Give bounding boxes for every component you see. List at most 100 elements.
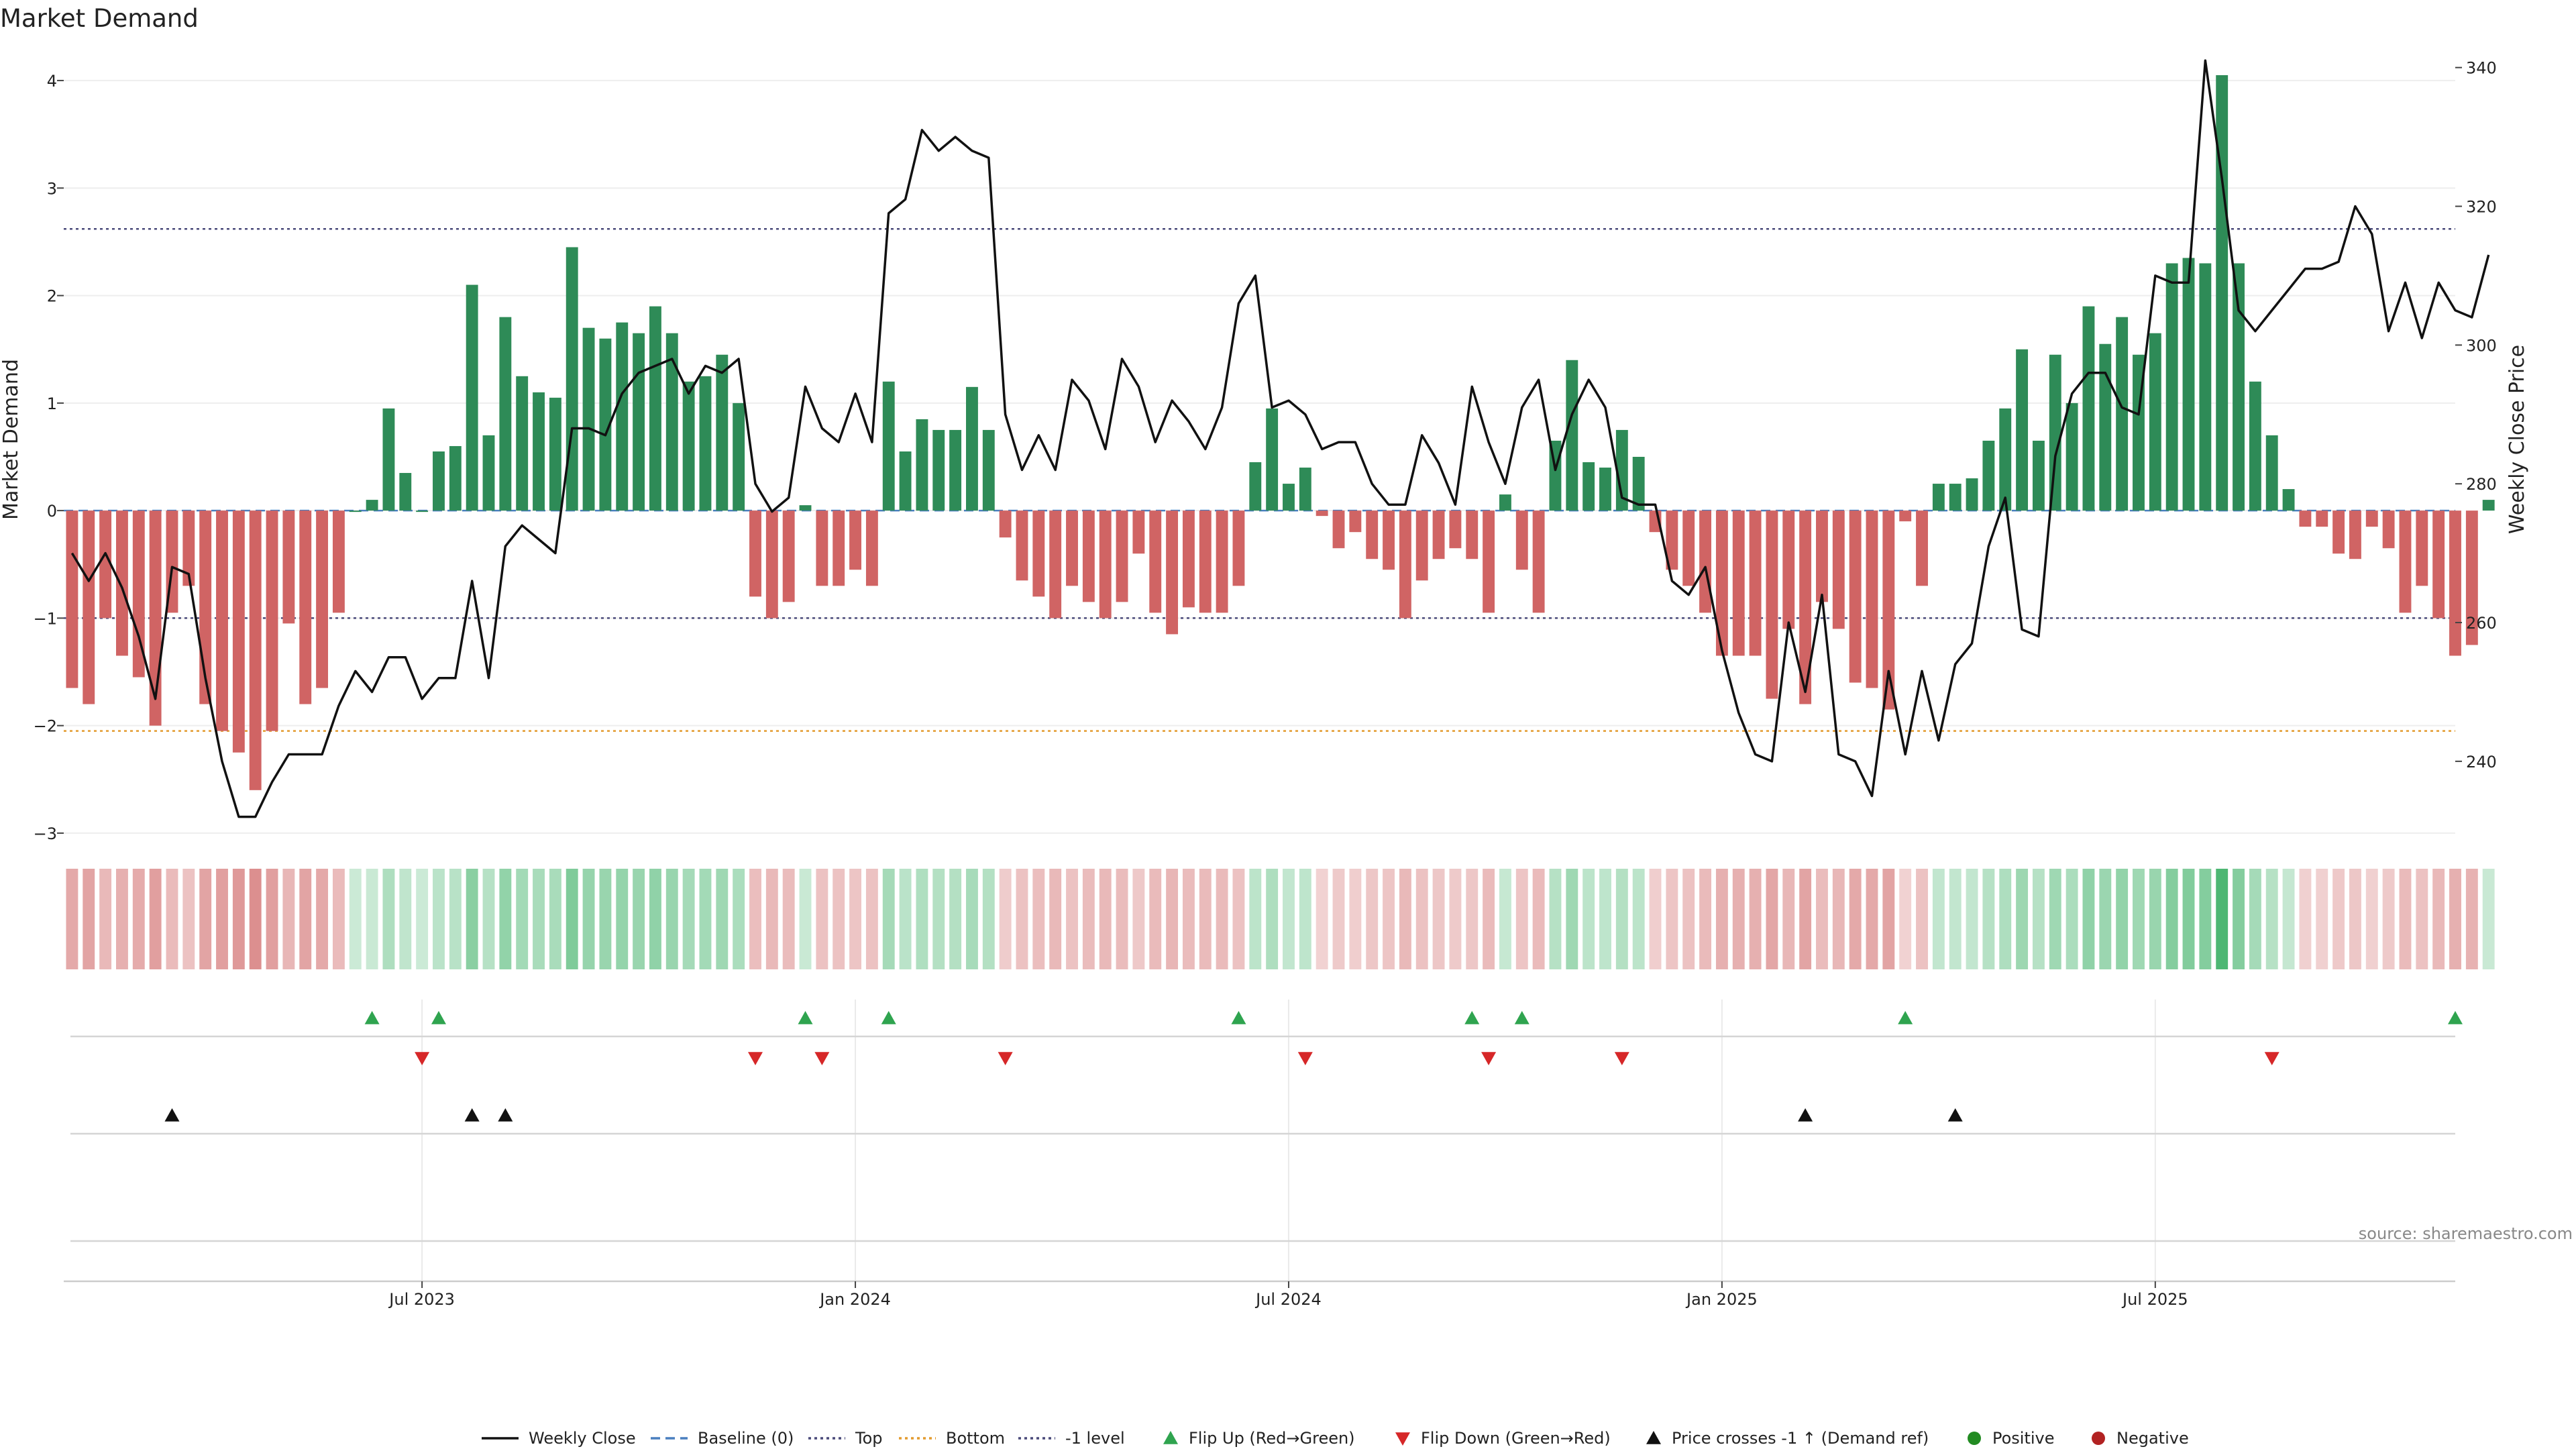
heat-cell bbox=[533, 869, 545, 969]
heat-cell bbox=[1882, 869, 1895, 969]
demand-bar bbox=[2016, 349, 2029, 511]
demand-bar bbox=[2482, 500, 2495, 511]
heat-cell bbox=[1949, 869, 1962, 969]
heat-cell bbox=[966, 869, 978, 969]
demand-bar bbox=[83, 511, 95, 704]
heat-cell bbox=[1249, 869, 1262, 969]
y2-tick-label: 340 bbox=[2466, 59, 2497, 78]
demand-bar bbox=[1366, 511, 1379, 559]
heat-cell bbox=[1332, 869, 1345, 969]
demand-bar bbox=[299, 511, 312, 704]
flip-down-marker bbox=[415, 1052, 430, 1065]
heat-cell bbox=[1316, 869, 1328, 969]
demand-bar bbox=[516, 376, 529, 511]
heat-cell bbox=[1515, 869, 1528, 969]
heat-cell bbox=[1532, 869, 1545, 969]
demand-bar bbox=[865, 511, 878, 586]
y-tick-label: −3 bbox=[34, 824, 57, 843]
heat-cell bbox=[1649, 869, 1662, 969]
event-markers bbox=[64, 1011, 2463, 1283]
demand-bar bbox=[699, 376, 712, 511]
x-tick-label: Jan 2025 bbox=[1685, 1290, 1758, 1309]
flip-down-marker bbox=[814, 1052, 830, 1065]
demand-bar bbox=[882, 381, 895, 511]
legend-swatch bbox=[1646, 1431, 1661, 1444]
heat-cell bbox=[1149, 869, 1162, 969]
demand-bar bbox=[1149, 511, 1162, 613]
demand-bar bbox=[1632, 456, 1645, 511]
demand-bar bbox=[599, 338, 612, 511]
demand-bar bbox=[2082, 306, 2095, 511]
demand-bar bbox=[2265, 435, 2278, 511]
demand-bar bbox=[1866, 511, 1878, 688]
heat-cell bbox=[1615, 869, 1628, 969]
demand-bar bbox=[1266, 408, 1279, 511]
demand-bar bbox=[2199, 263, 2212, 511]
heat-cell bbox=[199, 869, 212, 969]
demand-bar bbox=[2382, 511, 2395, 549]
demand-bar bbox=[2299, 511, 2312, 527]
demand-bar bbox=[1399, 511, 1411, 619]
flip-down-marker bbox=[998, 1052, 1013, 1065]
x-tick-label: Jan 2024 bbox=[818, 1290, 891, 1309]
demand-bar bbox=[266, 511, 278, 731]
y-axis-right: 340 320 300 280 260 240 bbox=[2455, 59, 2497, 771]
demand-bar bbox=[1882, 511, 1895, 710]
legend-label: Top bbox=[855, 1429, 883, 1448]
demand-bar bbox=[349, 511, 362, 513]
flip-down-marker bbox=[747, 1052, 763, 1065]
demand-bar bbox=[2165, 263, 2178, 511]
heat-cell bbox=[616, 869, 629, 969]
y2-tick-label: 260 bbox=[2466, 614, 2497, 633]
demand-bar bbox=[1849, 511, 1862, 683]
demand-bar bbox=[1682, 511, 1695, 586]
demand-bar bbox=[2365, 511, 2378, 527]
demand-bar bbox=[99, 511, 112, 619]
heat-cell bbox=[1432, 869, 1445, 969]
heat-cell bbox=[1299, 869, 1311, 969]
heat-cell bbox=[166, 869, 178, 969]
heat-cell bbox=[932, 869, 945, 969]
heat-cell bbox=[1399, 869, 1411, 969]
heat-cell bbox=[2399, 869, 2412, 969]
demand-bar bbox=[1432, 511, 1445, 559]
heat-cell bbox=[1232, 869, 1245, 969]
demand-bar bbox=[2449, 511, 2461, 656]
demand-bar bbox=[2065, 402, 2078, 511]
heat-cell bbox=[399, 869, 412, 969]
demand-bar bbox=[1066, 511, 1078, 586]
flip-up-marker bbox=[1464, 1011, 1480, 1024]
demand-bar bbox=[399, 473, 412, 511]
y2-tick-label: 320 bbox=[2466, 198, 2497, 217]
heat-cell bbox=[1766, 869, 1778, 969]
price-cross-marker bbox=[1798, 1108, 1813, 1122]
legend: Weekly Close Baseline (0) Top Bottom -1 leve… bbox=[482, 1429, 2189, 1448]
flip-up-marker bbox=[364, 1011, 380, 1024]
heat-cell bbox=[2282, 869, 2295, 969]
heat-cell bbox=[882, 869, 895, 969]
heat-cell bbox=[1266, 869, 1279, 969]
heat-cell bbox=[1082, 869, 1095, 969]
demand-bar bbox=[366, 500, 378, 511]
grid-lines bbox=[64, 80, 2455, 1281]
legend-label: Weekly Close bbox=[529, 1429, 636, 1448]
y-axis-left: 4 3 2 1 0 −1 −2 −3 bbox=[34, 72, 64, 843]
demand-bar bbox=[249, 511, 262, 790]
demand-bar bbox=[2099, 343, 2112, 511]
demand-bar bbox=[1116, 511, 1128, 602]
heat-cell bbox=[733, 869, 745, 969]
demand-bar bbox=[982, 429, 995, 511]
demand-bar bbox=[2049, 354, 2061, 511]
demand-bar bbox=[849, 511, 861, 570]
heat-cell bbox=[2299, 869, 2312, 969]
heat-cell bbox=[416, 869, 429, 969]
flip-up-marker bbox=[798, 1011, 813, 1024]
heat-cell bbox=[1782, 869, 1795, 969]
demand-bar bbox=[2399, 511, 2412, 613]
demand-bar bbox=[1449, 511, 1462, 549]
demand-bar bbox=[1515, 511, 1528, 570]
demand-bar bbox=[1283, 484, 1295, 511]
heat-cell bbox=[1116, 869, 1128, 969]
heat-cell bbox=[649, 869, 661, 969]
heat-cell bbox=[1899, 869, 1912, 969]
